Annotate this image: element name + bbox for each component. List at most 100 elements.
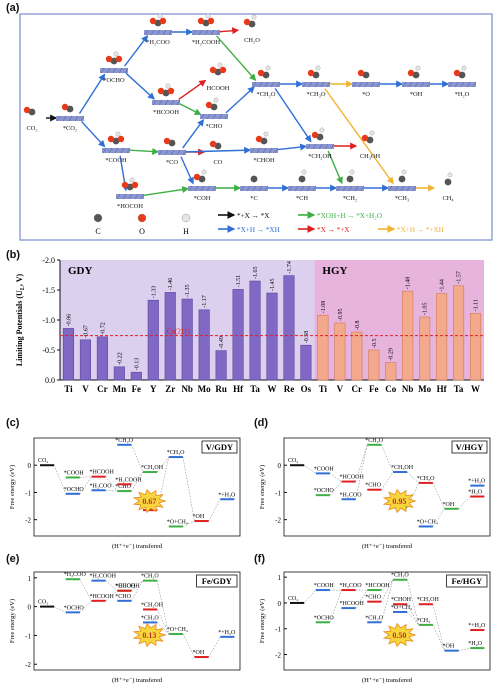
hgy-category-label: Cr xyxy=(352,384,363,394)
gdy-value-label: -0.86 xyxy=(66,314,72,327)
connector-line xyxy=(105,490,118,492)
y-axis-label: Free energy (eV) xyxy=(259,465,266,509)
species-label: *CO xyxy=(166,159,178,166)
panel-c-letter: (c) xyxy=(6,417,20,429)
carbon-atom xyxy=(168,139,176,147)
hgy-series-label: HGY xyxy=(322,265,347,277)
carbon-atom xyxy=(346,175,354,183)
carbon-atom xyxy=(362,71,370,79)
species-label: *CO₂ xyxy=(63,125,77,132)
y-tick-label: -1 xyxy=(25,489,31,497)
hgy-category-label: Mo xyxy=(418,384,431,394)
pathway-arrow-sh2cooh-sch2o xyxy=(216,35,257,81)
panel-d-letter: (d) xyxy=(254,417,269,429)
species-co: CO xyxy=(209,140,223,166)
connector-line xyxy=(182,520,195,527)
limiting-potential-value: 0.95 xyxy=(392,497,406,506)
hgy-bar-fe xyxy=(368,349,380,381)
gdy-bar-cr xyxy=(96,336,108,381)
energy-level-label: *HCOOH xyxy=(90,594,115,600)
hydrogen-atom xyxy=(265,65,271,71)
energy-level-label: *HCOOH xyxy=(365,583,390,589)
connector-line xyxy=(79,579,92,601)
connector-line xyxy=(54,606,66,613)
species-sch3o: *CH₃O xyxy=(302,65,331,98)
connector-line xyxy=(432,604,445,651)
energy-level-label: *H₂COO xyxy=(64,572,87,578)
hgy-bar-mo xyxy=(419,316,431,381)
limiting-step-burst-icon xyxy=(132,488,167,514)
free-energy-diagram-fe-hgy: 1 0 -1 -2 Free energy (eV) (H⁺+e⁻) transfered… xyxy=(259,571,491,684)
carbon-atom xyxy=(154,19,162,27)
species-label: *HOCOH xyxy=(117,203,143,210)
diagram-title: V/GDY xyxy=(206,442,233,452)
y-axis-label: Free energy (eV) xyxy=(9,465,16,509)
energy-level-label: *O+CH₄ xyxy=(167,627,188,633)
species-label: *CH₃ xyxy=(395,195,409,202)
hgy-bar-v xyxy=(334,322,346,381)
limiting-step-burst-icon xyxy=(132,622,167,648)
title-box xyxy=(446,574,488,588)
gdy-value-label: -1.74 xyxy=(287,261,293,274)
carbon-atom xyxy=(444,178,452,186)
species-label: CH₂O xyxy=(244,37,260,44)
species-ch2o: CH₂O xyxy=(243,14,260,44)
energy-level-label: *CH₃O xyxy=(167,450,185,456)
species-label: CH₃OH xyxy=(360,153,381,160)
species-shcooh: *HCOOH xyxy=(152,83,181,116)
energy-level-label: *+H₂O xyxy=(218,630,236,636)
gdy-bar-ta xyxy=(249,280,261,381)
catalyst-surface xyxy=(152,100,180,105)
species-label: *HCOOH xyxy=(153,109,179,116)
catalyst-surface xyxy=(402,82,430,87)
pathway-arrow-sh2cooh-ch2o xyxy=(219,27,240,35)
gdy-value-label: -0.13 xyxy=(134,358,140,371)
hgy-bar-cr xyxy=(351,331,363,381)
species-sh2cooh: *H₂COOH xyxy=(192,13,220,46)
energy-level-label: *CH₂O xyxy=(391,573,409,579)
energy-level-label: *OCHO xyxy=(64,605,85,611)
y-tick-label: -2 xyxy=(25,661,31,669)
species-ch4: CH₄ xyxy=(442,172,454,202)
hydrogen-atom xyxy=(415,65,421,71)
energy-level-label: *OCHO xyxy=(64,487,85,493)
hgy-value-label: -1.05 xyxy=(423,303,429,316)
hydrogen-atom xyxy=(315,65,321,71)
species-sch2oh: *CH₂OH xyxy=(306,127,335,160)
gdy-value-label: -0.58 xyxy=(304,331,310,344)
gdy-bar-mn xyxy=(113,366,125,381)
y-axis-label: Free energy (eV) xyxy=(9,599,16,643)
panel-a-letter: (a) xyxy=(6,2,20,14)
gdy-value-label: -1.17 xyxy=(202,295,208,308)
species-label: CO xyxy=(214,159,223,166)
gdy-bar-fe xyxy=(130,371,142,381)
connector-line xyxy=(79,476,92,494)
panel-b-letter: (b) xyxy=(6,249,21,261)
y-tick-label: -1 xyxy=(275,626,281,634)
energy-level-label: *OCHO xyxy=(314,615,335,621)
energy-level-label: *CH₂O xyxy=(115,438,133,444)
gdy-category-label: Zr xyxy=(165,384,175,394)
connector-line xyxy=(381,444,394,473)
energy-level-label: *CH₂O xyxy=(141,574,159,580)
oxygen-atom xyxy=(219,66,227,74)
oxygen-atom xyxy=(131,181,139,189)
connector-line xyxy=(53,465,66,494)
diagram-title: Fe/GDY xyxy=(202,576,232,586)
catalyst-surface xyxy=(102,148,130,153)
hgy-bar-co xyxy=(385,362,397,381)
hydrogen-atom xyxy=(349,169,355,175)
carbon-atom xyxy=(248,20,256,28)
hgy-category-label: Ta xyxy=(454,384,464,394)
plot-frame xyxy=(33,437,241,537)
gdy-bar-mo xyxy=(198,309,210,381)
energy-level-label: *H₂COO xyxy=(340,583,363,589)
oxygen-atom xyxy=(207,17,215,25)
plot-frame xyxy=(283,571,491,671)
y-tick-label: -1.5 xyxy=(42,286,55,295)
oxygen-atom xyxy=(105,55,113,63)
hydrogen-atom xyxy=(263,131,269,137)
pathway-arrow-sch3o-sch3 xyxy=(324,88,394,185)
species-label: *CH₂ xyxy=(343,195,357,202)
catalyst-surface xyxy=(100,68,128,73)
